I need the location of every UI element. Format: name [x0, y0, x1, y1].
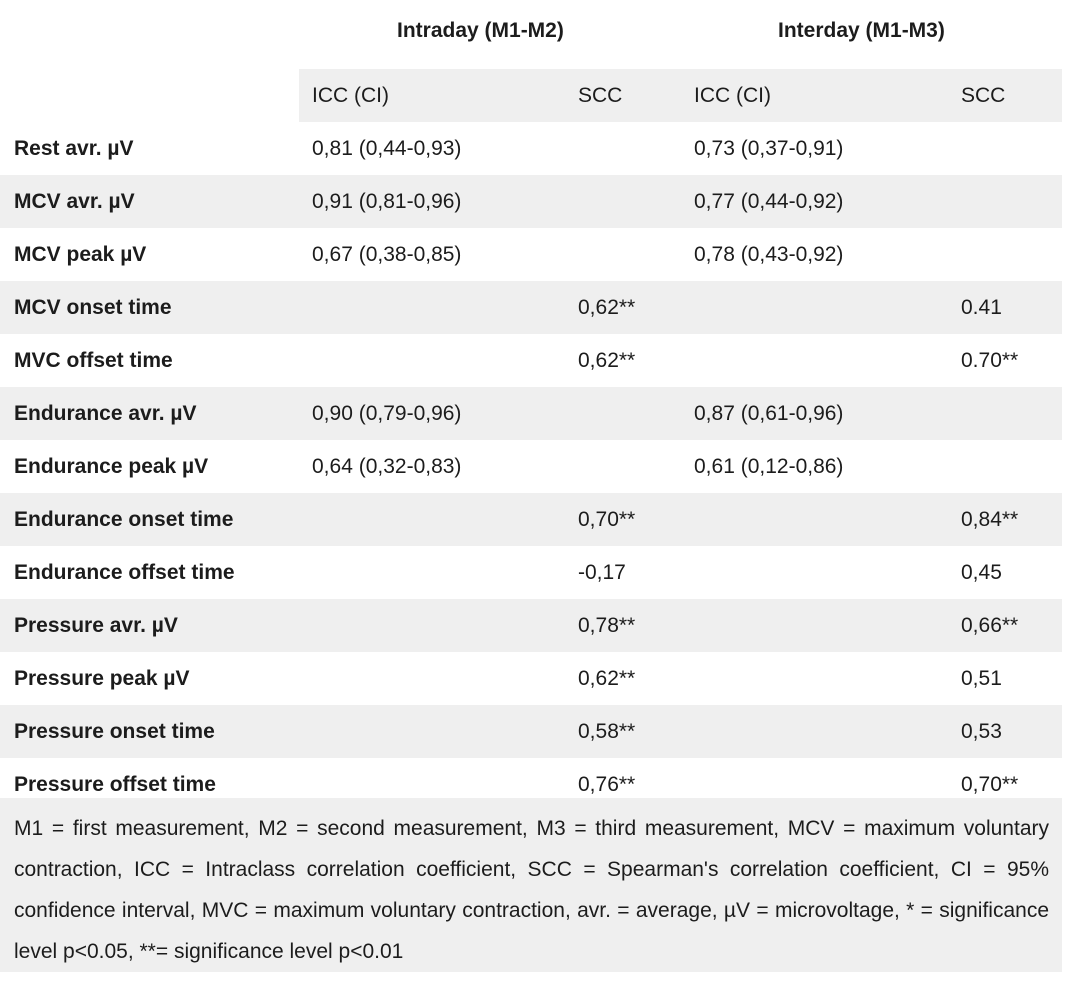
- row-label: Endurance peak µV: [14, 454, 209, 478]
- row-label: Pressure offset time: [14, 772, 216, 796]
- cell-scc-intraday: 0,78**: [578, 613, 636, 637]
- table-row: Endurance onset time 0,70** 0,84**: [0, 493, 1062, 546]
- row-label: Rest avr. µV: [14, 136, 134, 160]
- cell-scc-interday: 0.41: [961, 295, 1002, 319]
- table-row: Rest avr. µV 0,81 (0,44-0,93) 0,73 (0,37-0…: [0, 122, 1062, 175]
- column-header-scc-interday: SCC: [961, 83, 1006, 107]
- table-row: Pressure offset time 0,76** 0,70**: [0, 758, 1062, 811]
- column-header-icc-intraday: ICC (CI): [312, 83, 389, 107]
- table-row: Pressure peak µV 0,62** 0,51: [0, 652, 1062, 705]
- cell-scc-intraday: 0,70**: [578, 507, 636, 531]
- row-label: Endurance avr. µV: [14, 401, 197, 425]
- row-label: Pressure avr. µV: [14, 613, 178, 637]
- cell-icc-interday: 0,77 (0,44-0,92): [694, 189, 844, 213]
- cell-icc-intraday: 0,81 (0,44-0,93): [312, 136, 462, 160]
- cell-icc-interday: 0,78 (0,43-0,92): [694, 242, 844, 266]
- table-footnote: M1 = first measurement, M2 = second meas…: [0, 798, 1062, 972]
- cell-scc-interday: 0.70**: [961, 348, 1019, 372]
- cell-scc-intraday: 0,76**: [578, 772, 636, 796]
- cell-scc-interday: 0,45: [961, 560, 1002, 584]
- cell-scc-interday: 0,84**: [961, 507, 1019, 531]
- cell-scc-intraday: 0,62**: [578, 666, 636, 690]
- table-row: Endurance offset time -0,17 0,45: [0, 546, 1062, 599]
- cell-icc-intraday: 0,90 (0,79-0,96): [312, 401, 462, 425]
- cell-icc-interday: 0,73 (0,37-0,91): [694, 136, 844, 160]
- row-label: Endurance onset time: [14, 507, 234, 531]
- results-table: ICC (CI) SCC ICC (CI) SCC Rest avr. µV 0,…: [0, 69, 1062, 811]
- cell-icc-interday: 0,61 (0,12-0,86): [694, 454, 844, 478]
- cell-icc-intraday: 0,64 (0,32-0,83): [312, 454, 462, 478]
- table-row: Endurance peak µV 0,64 (0,32-0,83) 0,61 (0…: [0, 440, 1062, 493]
- cell-scc-intraday: 0,62**: [578, 295, 636, 319]
- column-header-row: ICC (CI) SCC ICC (CI) SCC: [0, 69, 1062, 122]
- table-row: Pressure avr. µV 0,78** 0,66**: [0, 599, 1062, 652]
- interday-group-header: Interday (M1-M3): [778, 19, 945, 42]
- row-label: Pressure onset time: [14, 719, 215, 743]
- cell-scc-interday: 0,53: [961, 719, 1002, 743]
- cell-scc-intraday: -0,17: [578, 560, 626, 584]
- cell-scc-interday: 0,70**: [961, 772, 1019, 796]
- row-label: Pressure peak µV: [14, 666, 190, 690]
- column-header-background: [299, 69, 1062, 122]
- cell-scc-interday: 0,51: [961, 666, 1002, 690]
- row-label: MCV avr. µV: [14, 189, 135, 213]
- table-row: Endurance avr. µV 0,90 (0,79-0,96) 0,87 (0…: [0, 387, 1062, 440]
- row-label: MVC offset time: [14, 348, 173, 372]
- cell-scc-interday: 0,66**: [961, 613, 1019, 637]
- cell-scc-intraday: 0,58**: [578, 719, 636, 743]
- cell-icc-intraday: 0,91 (0,81-0,96): [312, 189, 462, 213]
- column-header-icc-interday: ICC (CI): [694, 83, 771, 107]
- cell-scc-intraday: 0,62**: [578, 348, 636, 372]
- row-label: MCV peak µV: [14, 242, 147, 266]
- intraday-group-header: Intraday (M1-M2): [397, 19, 564, 42]
- row-label: Endurance offset time: [14, 560, 235, 584]
- table-row: MVC offset time 0,62** 0.70**: [0, 334, 1062, 387]
- cell-icc-interday: 0,87 (0,61-0,96): [694, 401, 844, 425]
- table-row: MCV onset time 0,62** 0.41: [0, 281, 1062, 334]
- table-row: Pressure onset time 0,58** 0,53: [0, 705, 1062, 758]
- column-header-scc-intraday: SCC: [578, 83, 623, 107]
- table-row: MCV avr. µV 0,91 (0,81-0,96) 0,77 (0,44-0,…: [0, 175, 1062, 228]
- cell-icc-intraday: 0,67 (0,38-0,85): [312, 242, 462, 266]
- table-row: MCV peak µV 0,67 (0,38-0,85) 0,78 (0,43-0,…: [0, 228, 1062, 281]
- table-body: Rest avr. µV 0,81 (0,44-0,93) 0,73 (0,37-0…: [0, 122, 1062, 811]
- row-label: MCV onset time: [14, 295, 172, 319]
